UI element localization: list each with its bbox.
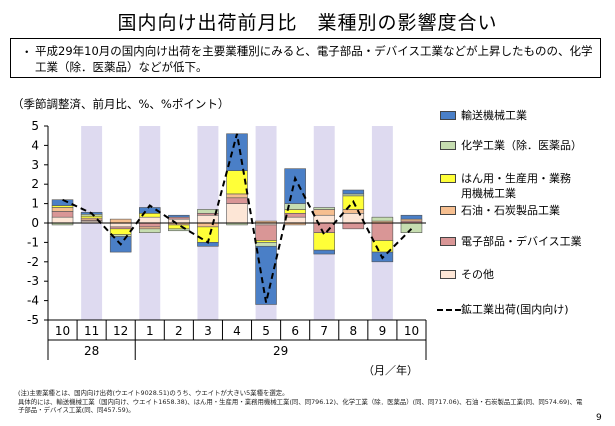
legend-swatch (440, 111, 456, 120)
month-unit-label: （月／年） (363, 364, 418, 377)
bar-segment (197, 209, 219, 214)
y-tick-label: -4 (27, 294, 39, 308)
summary-bullet: ・ (21, 45, 33, 59)
bar-segment (197, 222, 219, 228)
x-tick-label: 7 (320, 324, 328, 338)
bar-segment (139, 216, 161, 224)
y-tick-label: 4 (31, 138, 39, 152)
legend-label: 石油・石炭製品工業 (461, 204, 560, 217)
axes (44, 125, 427, 360)
x-tick-label: 10 (55, 324, 70, 338)
bar-segment (168, 228, 190, 232)
legend-swatch (440, 141, 456, 150)
x-tick-label: 1 (146, 324, 154, 338)
bar-segment (313, 232, 335, 251)
bar-segment (284, 216, 306, 224)
bar-segment (371, 216, 394, 222)
bar-segment (226, 203, 248, 224)
legend-swatch (440, 270, 456, 279)
bar-segment (226, 197, 248, 204)
x-tick-label: 5 (262, 324, 270, 338)
bar-segment (400, 214, 423, 220)
y-tick-label: 2 (31, 177, 39, 191)
bar-segment (51, 207, 74, 212)
legend-label: 輸送機械工業 (461, 109, 527, 122)
x-tick-label: 10 (404, 324, 419, 338)
bar-segment (313, 249, 335, 255)
bar-segment (400, 222, 423, 233)
bar-segment (255, 245, 277, 305)
bar-segment (284, 213, 306, 218)
bar-segment (342, 209, 365, 214)
y-tick-label: 0 (31, 216, 39, 230)
summary-box: ・ 平成29年10月の国内向け出荷を主要業種別にみると、電子部品・デバイス工業な… (10, 38, 601, 78)
y-tick-label: 1 (31, 197, 39, 211)
y-tick-label: -5 (27, 313, 39, 327)
year-label: 28 (84, 344, 99, 358)
legend-label: その他 (461, 268, 494, 281)
bar-segment (255, 242, 277, 247)
x-tick-label: 3 (204, 324, 212, 338)
footnote: (注)主要業種とは、国内向け出荷(ウエイト9028.51)のうち、ウエイトが大き… (18, 389, 588, 415)
bar-segment (226, 133, 248, 171)
page-title: 国内向け出荷前月比 業種別の影響度合い (117, 12, 498, 34)
bar-segment (197, 214, 219, 224)
bar-segment (313, 207, 335, 210)
summary-text: 平成29年10月の国内向け出荷を主要業種別にみると、電子部品・デバイス工業などが… (35, 44, 593, 74)
legend-line-swatch (437, 309, 461, 311)
x-tick-label: 8 (349, 324, 357, 338)
y-tick-label: -1 (27, 235, 39, 249)
bar-segment (255, 224, 277, 241)
legend-label: 鉱工業出荷(国内向け) (461, 303, 569, 316)
legend-swatch (440, 174, 456, 183)
bar-segment (313, 222, 335, 233)
bar-segments (51, 133, 423, 305)
bar-segment (168, 214, 190, 218)
bar-segment (371, 222, 394, 241)
y-tick-label: -2 (27, 255, 39, 269)
bar-segment (139, 222, 161, 228)
x-tick-label: 6 (291, 324, 299, 338)
bar-segment (51, 211, 74, 218)
bar-segment (342, 222, 365, 230)
bar-segment (168, 224, 190, 230)
page-number: 9 (596, 413, 602, 423)
bar-segment (342, 189, 365, 195)
legend-swatch (440, 206, 456, 215)
legend-swatch (440, 237, 456, 246)
bar-segment (139, 207, 161, 214)
bar-segment (109, 222, 132, 228)
y-tick-label: -3 (27, 274, 39, 288)
x-tick-label: 9 (379, 324, 387, 338)
bar-segment (226, 193, 248, 199)
total-shipments-line (62, 133, 413, 303)
y-tick-label: 3 (31, 158, 39, 172)
unit-label: （季節調整済、前月比、%、%ポイント） (12, 97, 230, 111)
bar-segment (109, 228, 132, 235)
bar-segment (313, 209, 335, 216)
bar-segment (139, 228, 161, 234)
legend-label: 電子部品・デバイス工業 (461, 235, 582, 248)
total-line (62, 133, 413, 303)
x-tick-label: 11 (84, 324, 99, 338)
bar-segment (284, 168, 306, 204)
legend-label: はん用・生産用・業務用機械工業 (461, 172, 571, 200)
x-tick-label: 2 (175, 324, 183, 338)
x-tick-label: 4 (233, 324, 241, 338)
bar-segment (109, 218, 132, 224)
bar-segment (168, 218, 190, 224)
year-label: 29 (273, 344, 288, 358)
bar-segment (51, 216, 74, 224)
footnote-text: (注)主要業種とは、国内向け出荷(ウエイト9028.51)のうち、ウエイトが大き… (18, 389, 583, 415)
legend-label: 化学工業（除．医薬品） (461, 139, 582, 152)
x-tick-label: 12 (113, 324, 128, 338)
y-tick-label: 5 (31, 119, 39, 133)
